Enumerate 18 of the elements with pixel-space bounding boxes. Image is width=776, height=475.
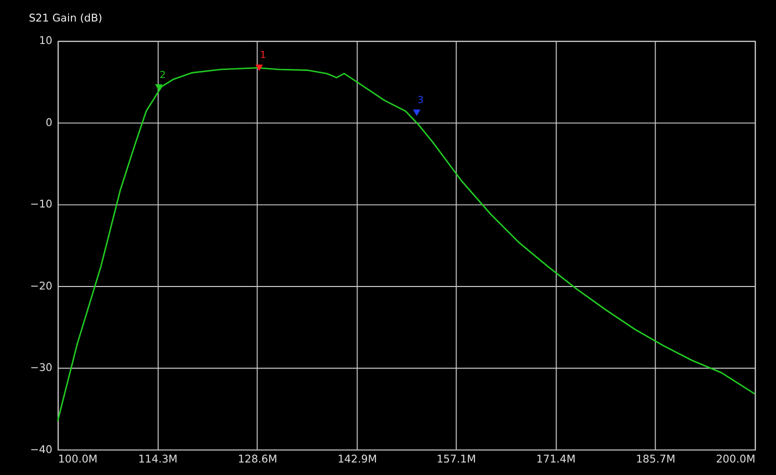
y-tick-label: 0: [46, 116, 53, 129]
chart-title: S21 Gain (dB): [28, 12, 102, 25]
x-tick-label: 100.0M: [58, 454, 98, 466]
x-tick-label: 185.7M: [636, 454, 676, 466]
annotation: 1: [260, 50, 266, 62]
x-tick-label: 171.4M: [536, 454, 576, 466]
y-tick-label: −20: [30, 280, 53, 292]
x-tick-label: 200.0M: [716, 454, 756, 466]
y-tick-label: −40: [30, 444, 53, 456]
y-tick-label: −10: [30, 198, 53, 211]
x-tick-label: 142.9M: [338, 454, 377, 466]
annotation: 2: [160, 70, 166, 81]
x-tick-label: 128.6M: [238, 454, 278, 466]
x-tick-label: 157.1M: [436, 454, 476, 466]
x-tick-label: 114.3M: [138, 454, 178, 466]
y-tick-label: 10: [38, 35, 53, 48]
annotation: 3: [418, 95, 424, 106]
y-tick-label: −30: [30, 362, 53, 374]
